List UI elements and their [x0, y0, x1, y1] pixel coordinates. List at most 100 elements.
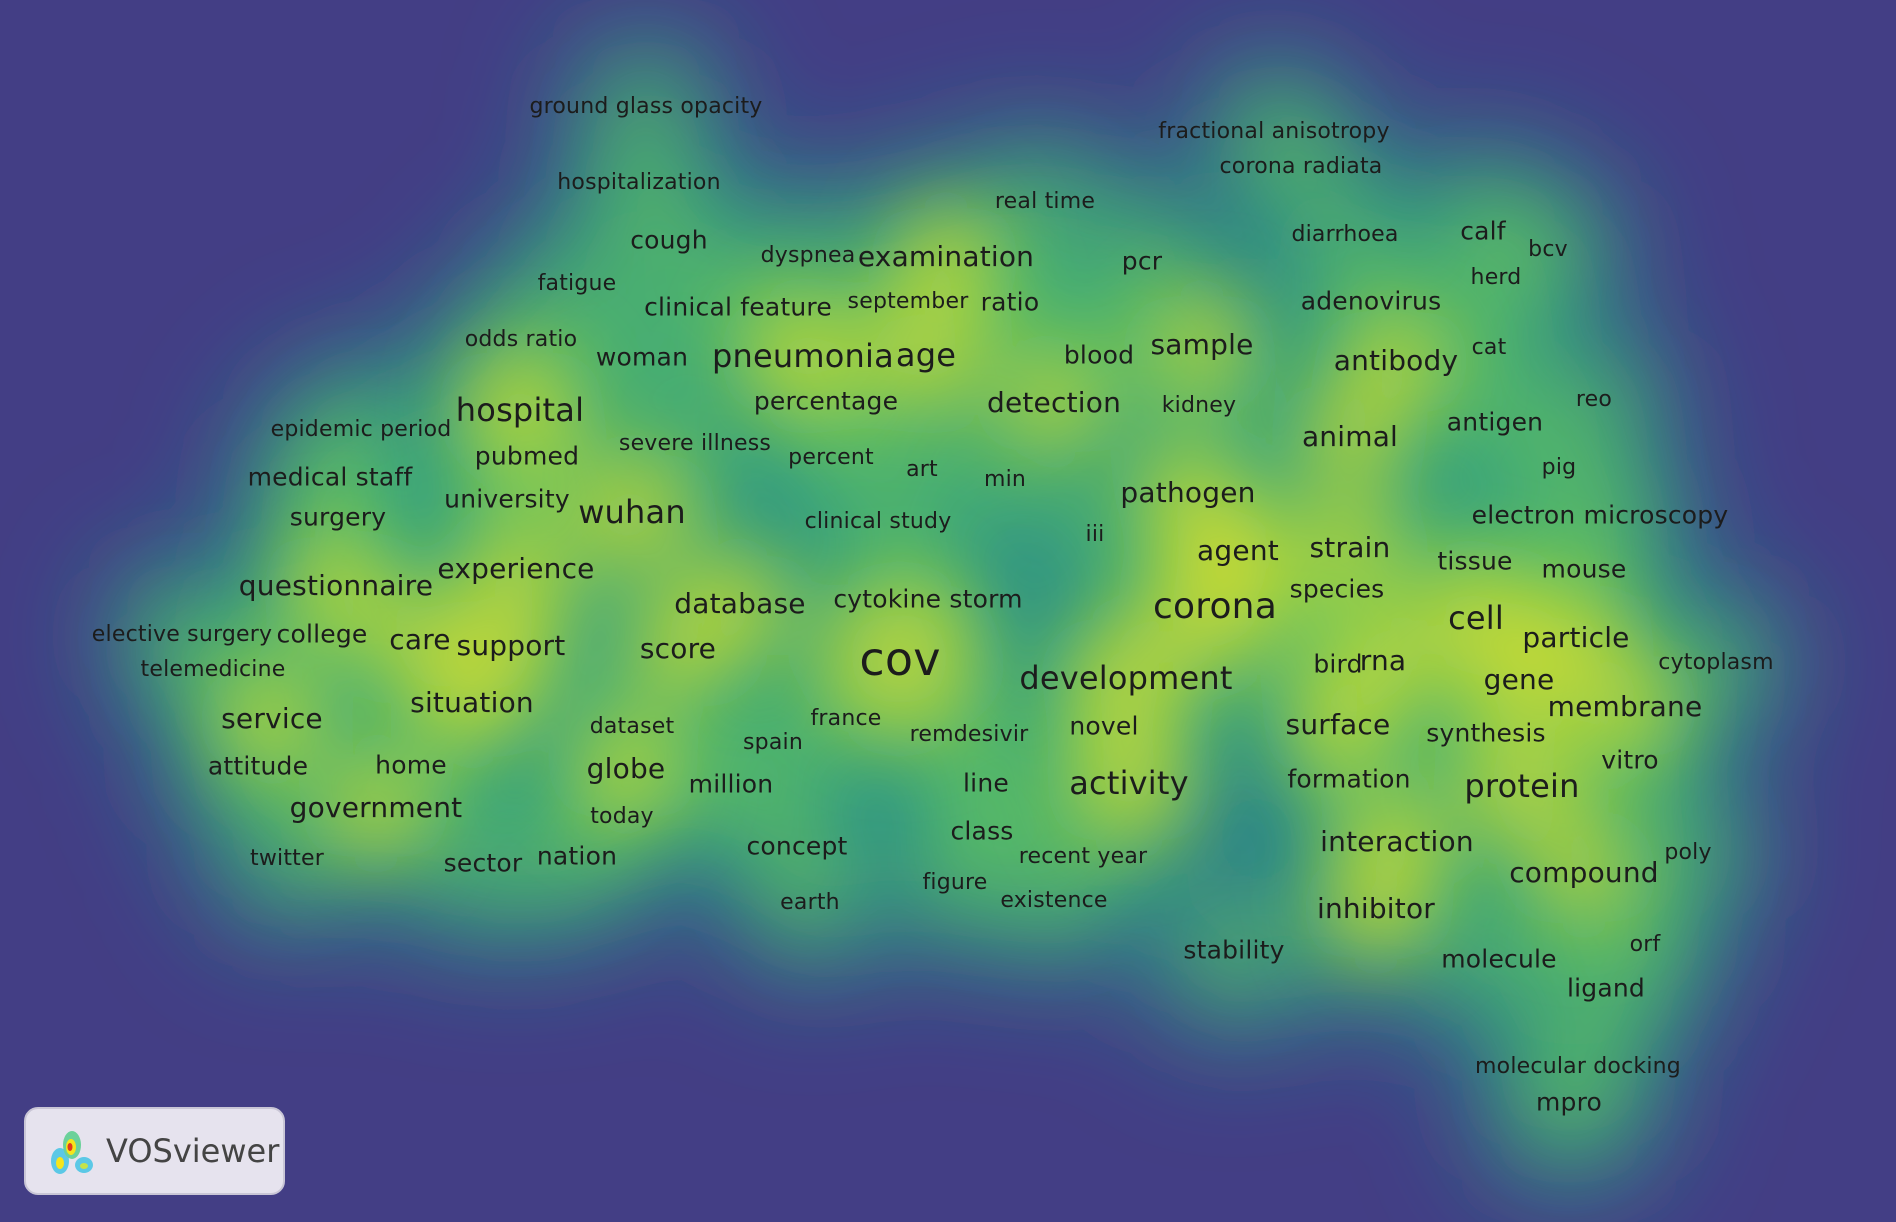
density-blob [617, 188, 721, 292]
term-label: hospital [455, 391, 585, 429]
density-blob [1002, 159, 1088, 245]
term-label: cell [1448, 599, 1504, 637]
density-blob [465, 518, 567, 620]
density-blob [1299, 497, 1401, 599]
term-label: class [950, 816, 1014, 846]
term-label: formation [1287, 764, 1411, 794]
term-label: twitter [250, 846, 324, 871]
term-label: university [444, 484, 570, 514]
term-label: tissue [1437, 546, 1513, 576]
density-blob [1146, 538, 1284, 676]
term-label: iii [1085, 522, 1105, 547]
term-label: synthesis [1426, 718, 1546, 748]
term-label: bcv [1528, 237, 1568, 262]
term-label: medical staff [247, 462, 413, 492]
term-label: membrane [1547, 690, 1703, 723]
density-blob [1453, 235, 1539, 321]
term-label: bird [1313, 649, 1363, 679]
term-label: cov [859, 632, 941, 686]
term-label: stability [1183, 935, 1285, 965]
density-blob [1447, 907, 1551, 1011]
density-blob [1468, 629, 1570, 731]
term-label: adenovirus [1300, 286, 1442, 316]
term-label: real time [994, 189, 1096, 214]
term-label: care [389, 623, 451, 656]
density-blob [1287, 674, 1389, 776]
term-label: percentage [753, 386, 899, 416]
density-blob [1066, 618, 1186, 738]
term-label: home [375, 750, 447, 780]
density-blob [431, 811, 535, 915]
term-label: nation [536, 841, 618, 871]
density-blob [822, 581, 978, 737]
term-label: calf [1460, 216, 1506, 246]
term-label: gene [1483, 663, 1555, 696]
term-label: ground glass opacity [529, 94, 763, 119]
density-blob [743, 296, 863, 416]
term-label: sector [443, 848, 523, 878]
term-label: september [847, 289, 969, 314]
term-label: service [221, 702, 323, 735]
term-label: surgery [289, 502, 387, 532]
term-label: spain [743, 730, 803, 755]
density-blob [895, 206, 997, 308]
term-label: attitude [207, 751, 309, 781]
term-label: ligand [1567, 973, 1645, 1003]
term-label: fatigue [537, 271, 617, 296]
density-blob [1574, 656, 1676, 758]
term-label: corona radiata [1219, 154, 1383, 179]
term-label: experience [437, 552, 595, 585]
term-label: elective surgery [91, 622, 273, 647]
term-label: molecular docking [1475, 1054, 1681, 1079]
term-label: development [1019, 659, 1233, 697]
density-blob [835, 479, 921, 565]
density-blob [221, 668, 323, 770]
density-blob [1446, 305, 1532, 391]
term-label: electron microscopy [1471, 500, 1729, 530]
term-label: percent [788, 445, 874, 470]
density-blob [912, 840, 998, 926]
term-label: pubmed [474, 441, 580, 471]
density-blob [788, 415, 874, 501]
density-blob [1052, 492, 1138, 578]
term-label: hospitalization [557, 170, 721, 195]
density-blob [1533, 822, 1635, 924]
term-label: mpro [1535, 1087, 1603, 1117]
term-label: pathogen [1120, 476, 1256, 509]
density-blob [572, 452, 692, 572]
term-label: min [983, 467, 1027, 492]
term-label: compound [1509, 856, 1659, 889]
term-label: cytokine storm [833, 584, 1023, 614]
term-label: detection [986, 386, 1122, 419]
term-label: telemedicine [140, 657, 286, 682]
density-blob [325, 757, 427, 859]
term-label: molecule [1441, 944, 1557, 974]
term-label: novel [1069, 711, 1139, 741]
term-label: score [639, 632, 717, 665]
term-label: antibody [1333, 344, 1459, 377]
term-label: particle [1522, 621, 1630, 654]
density-blob [1090, 209, 1194, 313]
term-label: million [688, 769, 774, 799]
term-label: interaction [1320, 825, 1474, 858]
term-label: today [590, 804, 654, 829]
term-label: strain [1309, 531, 1391, 564]
term-label: kidney [1161, 393, 1237, 418]
density-blob [767, 860, 853, 946]
term-label: line [963, 768, 1009, 798]
density-blob [460, 350, 580, 470]
density-blob [1325, 858, 1427, 960]
term-label: wuhan [578, 493, 686, 531]
density-blob [866, 295, 986, 415]
term-label: figure [922, 870, 988, 895]
term-label: earth [780, 890, 840, 915]
term-label: recent year [1018, 844, 1148, 869]
term-label: animal [1301, 420, 1399, 453]
vosviewer-logo-icon [51, 1131, 93, 1174]
term-label: diarrhoea [1291, 222, 1399, 247]
term-label: epidemic period [270, 417, 452, 442]
term-label: clinical study [804, 509, 952, 534]
